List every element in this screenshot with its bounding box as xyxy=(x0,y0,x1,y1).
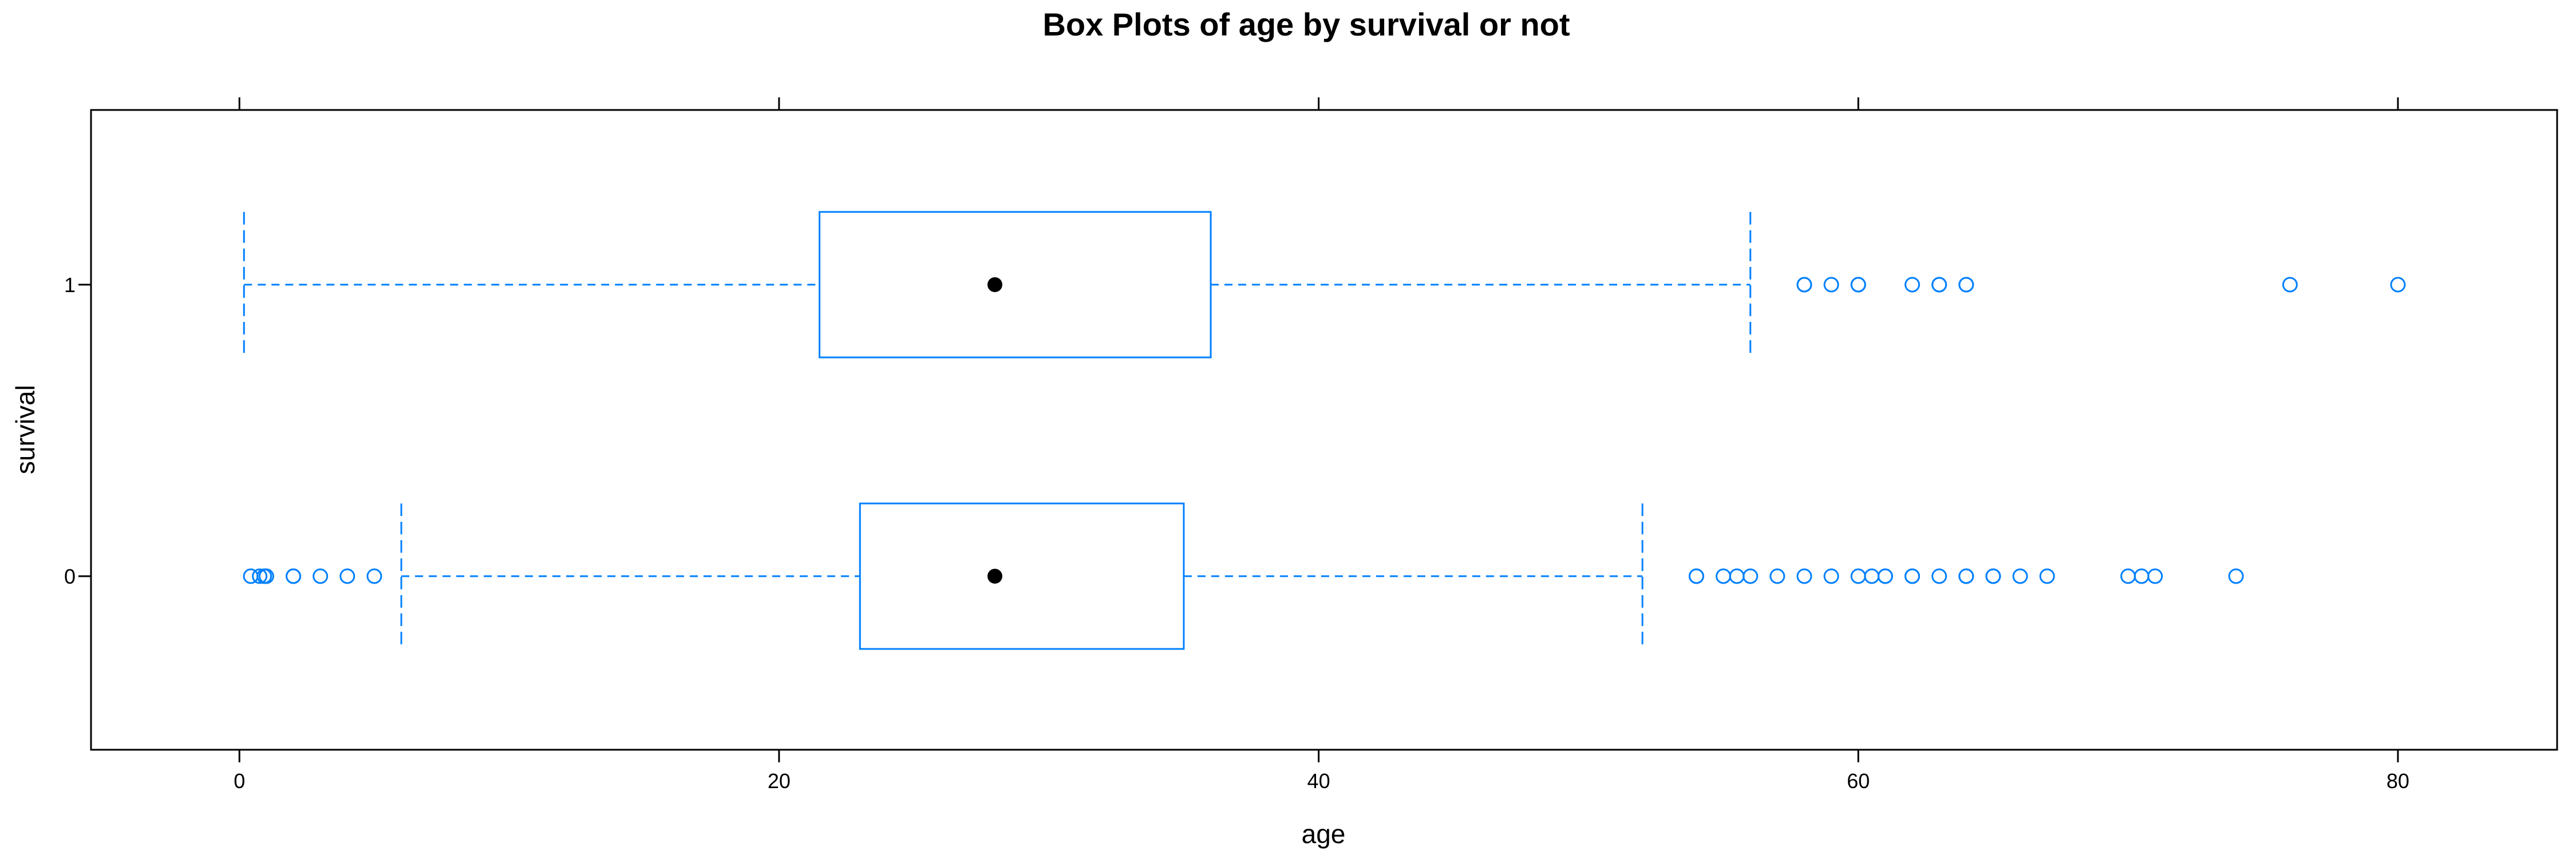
y-tick-label: 0 xyxy=(64,565,76,588)
outlier-point xyxy=(258,568,274,584)
outlier-point xyxy=(1729,568,1745,584)
outlier-point xyxy=(339,568,355,584)
plot-frame xyxy=(90,109,2558,751)
outlier-point xyxy=(2282,277,2298,293)
outlier-point xyxy=(1877,568,1893,584)
outlier-point xyxy=(1864,568,1880,584)
outlier-point xyxy=(2147,568,2163,584)
box-iqr xyxy=(819,211,1212,359)
outlier-point xyxy=(2390,277,2406,293)
x-tick-label: 80 xyxy=(2387,769,2409,793)
outlier-point xyxy=(2134,568,2150,584)
box-plot-group-0 xyxy=(243,502,2244,650)
chart-title: Box Plots of age by survival or not xyxy=(1042,6,1570,42)
x-tick-label: 60 xyxy=(1847,769,1870,793)
outlier-point xyxy=(2012,568,2028,584)
outlier-point xyxy=(252,568,268,584)
outlier-point xyxy=(1796,568,1812,584)
x-tick-label: 40 xyxy=(1307,769,1330,793)
x-axis-label: age xyxy=(1302,819,1346,849)
outlier-point xyxy=(1850,568,1866,584)
x-tick-label: 20 xyxy=(768,769,791,793)
outlier-point xyxy=(1931,568,1947,584)
outlier-point xyxy=(1985,568,2001,584)
y-axis-ticks: 01 xyxy=(64,273,91,588)
outlier-point xyxy=(1958,568,1974,584)
x-tick-label: 0 xyxy=(234,769,245,793)
y-tick-label: 1 xyxy=(64,273,76,297)
outlier-point xyxy=(1850,277,1866,293)
median-dot xyxy=(987,277,1002,292)
box-plots xyxy=(243,211,2406,650)
outlier-point xyxy=(1905,277,1921,293)
outlier-point xyxy=(1905,568,1921,584)
outlier-point xyxy=(313,568,329,584)
x-axis-ticks: 0 20 40 60 80 xyxy=(234,97,2409,793)
outlier-point xyxy=(1743,568,1759,584)
outlier-point xyxy=(1823,568,1839,584)
outlier-point xyxy=(2228,568,2244,584)
outlier-point xyxy=(366,568,382,584)
outlier-point xyxy=(2120,568,2136,584)
median-dot xyxy=(987,569,1002,584)
box-plot-group-1 xyxy=(243,211,2406,359)
outlier-point xyxy=(1931,277,1947,293)
outlier-point xyxy=(1716,568,1732,584)
outlier-point xyxy=(1769,568,1785,584)
outlier-point xyxy=(1823,277,1839,293)
outlier-point xyxy=(1958,277,1974,293)
outlier-point xyxy=(1688,568,1704,584)
outlier-point xyxy=(1796,277,1812,293)
outlier-point xyxy=(286,568,302,584)
box-iqr xyxy=(859,502,1185,650)
outlier-point xyxy=(2039,568,2055,584)
y-axis-label: survival xyxy=(10,385,40,474)
